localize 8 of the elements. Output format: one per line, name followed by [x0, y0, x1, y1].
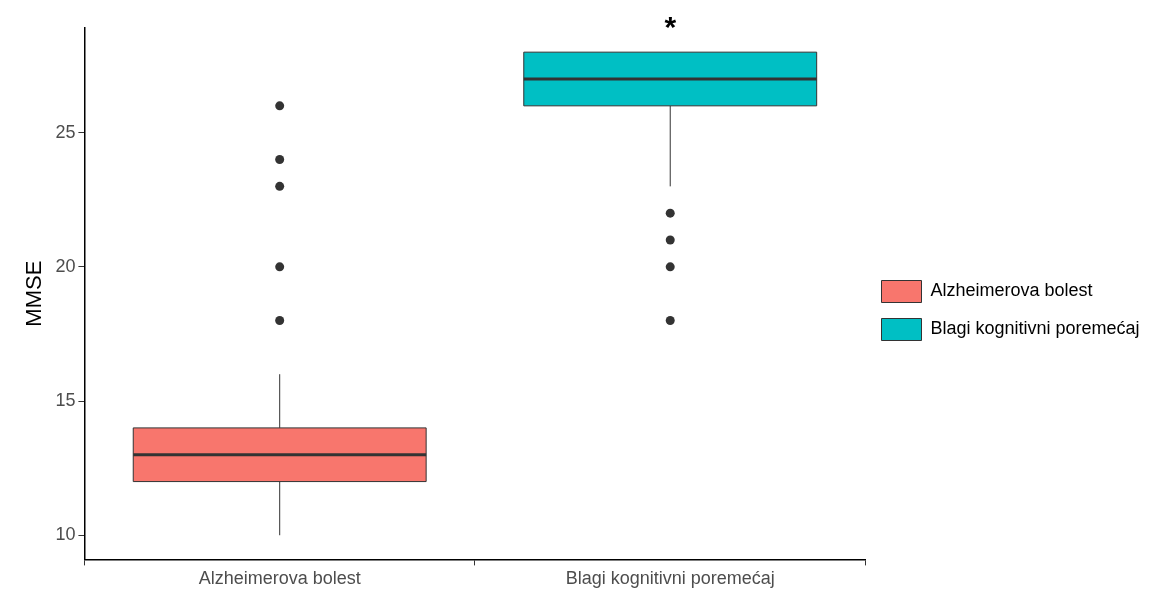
legend-label: Alzheimerova bolest [930, 280, 1093, 301]
y-tick-label: 20 [55, 255, 76, 276]
annotation: * [664, 10, 677, 44]
legend-label: Blagi kognitivni poremećaj [930, 318, 1140, 339]
y-tick-label: 15 [55, 390, 76, 411]
y-tick-label: 10 [55, 524, 76, 545]
y-axis-title: MMSE [21, 260, 47, 327]
y-tick-label: 25 [55, 121, 76, 142]
